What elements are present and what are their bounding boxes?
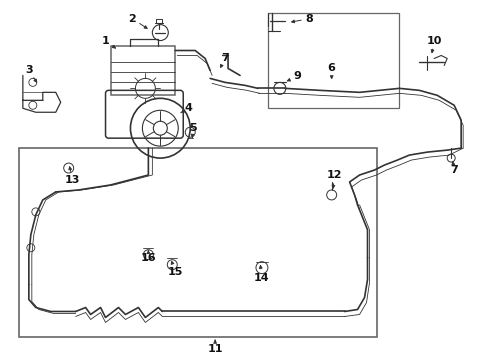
- Text: 11: 11: [207, 345, 223, 354]
- Text: 7: 7: [449, 165, 457, 175]
- Bar: [267, 13, 399, 108]
- Text: 3: 3: [25, 66, 33, 76]
- Text: 13: 13: [65, 175, 80, 185]
- Bar: [19, 148, 377, 337]
- Text: 1: 1: [102, 36, 109, 46]
- Text: 9: 9: [293, 71, 301, 81]
- Text: 6: 6: [327, 63, 335, 73]
- Text: 10: 10: [426, 36, 441, 46]
- Bar: [110, 45, 175, 95]
- Text: 16: 16: [140, 253, 156, 263]
- Text: 14: 14: [254, 273, 269, 283]
- Text: 5: 5: [189, 123, 197, 133]
- Text: 7: 7: [221, 54, 228, 63]
- Text: 2: 2: [128, 14, 136, 24]
- Text: 12: 12: [326, 170, 342, 180]
- Text: 4: 4: [184, 103, 192, 113]
- Text: 8: 8: [305, 14, 313, 24]
- Text: 15: 15: [167, 267, 183, 276]
